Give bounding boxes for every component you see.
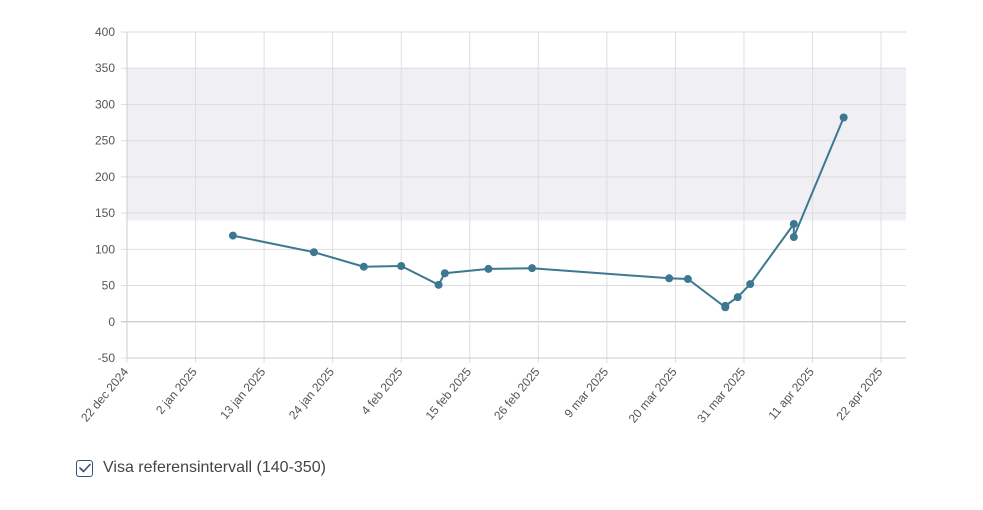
data-points: [228, 113, 848, 312]
y-axis-tick-labels: 400 350 300 250 200 150 100 50 0 -50: [95, 25, 115, 365]
x-tick-label: 13 jan 2025: [217, 365, 268, 422]
data-point[interactable]: [484, 264, 493, 273]
data-point[interactable]: [309, 248, 318, 257]
reference-interval-toggle[interactable]: Visa referensintervall (140-350): [76, 459, 326, 477]
reference-interval-label: Visa referensintervall (140-350): [103, 459, 326, 476]
y-tick-label: 350: [95, 61, 115, 75]
data-point[interactable]: [789, 219, 798, 228]
data-point[interactable]: [789, 233, 798, 242]
y-tick-label: 250: [95, 134, 115, 148]
x-tick-label: 24 jan 2025: [286, 365, 337, 422]
data-point[interactable]: [683, 275, 692, 284]
reference-interval-band: [127, 68, 906, 221]
data-point[interactable]: [440, 269, 449, 278]
y-tick-label: 100: [95, 242, 115, 256]
data-point[interactable]: [528, 264, 537, 273]
data-point[interactable]: [733, 293, 742, 302]
x-tick-label: 31 mar 2025: [694, 365, 748, 426]
data-point[interactable]: [397, 261, 406, 270]
data-point[interactable]: [434, 280, 443, 289]
y-tick-label: 150: [95, 206, 115, 220]
checkmark-icon: [78, 463, 91, 473]
axes: [126, 32, 906, 359]
data-point[interactable]: [839, 113, 848, 122]
x-axis-tick-labels: 22 dec 2024 2 jan 2025 13 jan 2025 24 jan 2…: [78, 365, 885, 426]
y-tick-label: 0: [108, 315, 115, 329]
x-tick-label: 26 feb 2025: [491, 365, 543, 423]
data-point[interactable]: [228, 231, 237, 240]
data-point[interactable]: [359, 262, 368, 271]
x-tick-label: 22 apr 2025: [833, 365, 885, 423]
x-tick-label: 20 mar 2025: [626, 365, 680, 426]
x-tick-label: 15 feb 2025: [423, 365, 475, 423]
reference-interval-checkbox[interactable]: [76, 459, 93, 477]
x-tick-label: 2 jan 2025: [153, 365, 200, 417]
x-tick-label: 4 feb 2025: [358, 365, 405, 418]
y-tick-label: -50: [98, 351, 116, 365]
x-tick-label: 11 apr 2025: [765, 365, 817, 423]
data-point[interactable]: [665, 274, 674, 283]
data-point[interactable]: [721, 301, 730, 310]
data-point[interactable]: [746, 280, 755, 289]
y-tick-label: 50: [102, 279, 116, 293]
y-tick-label: 300: [95, 97, 115, 111]
x-tick-label: 22 dec 2024: [78, 365, 131, 425]
y-tick-label: 400: [95, 25, 115, 39]
y-tick-label: 200: [95, 170, 115, 184]
x-tick-label: 9 mar 2025: [561, 365, 611, 421]
